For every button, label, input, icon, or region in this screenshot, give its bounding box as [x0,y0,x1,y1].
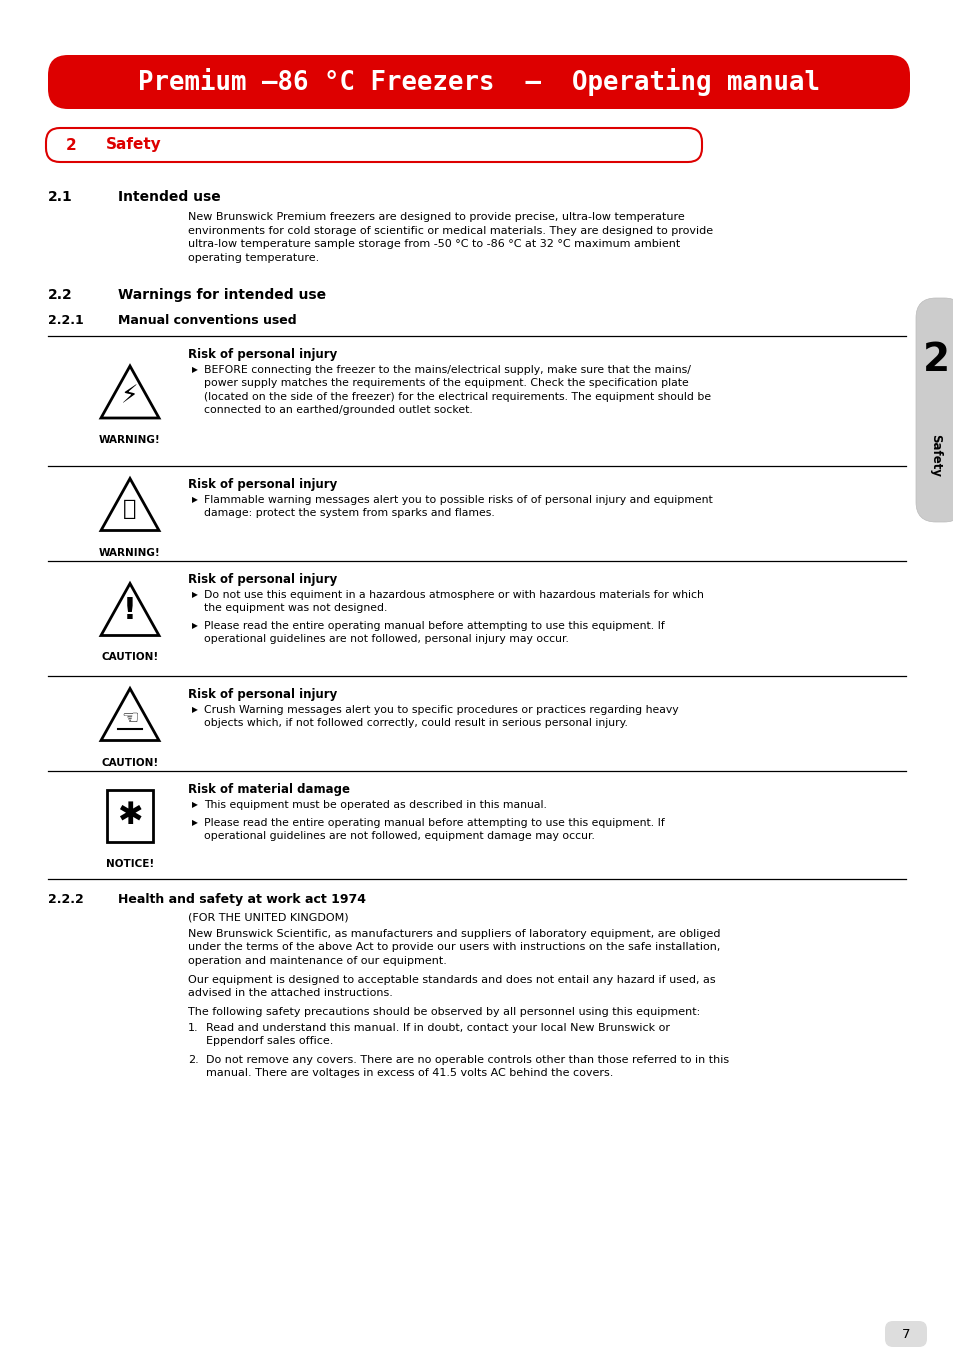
Text: WARNING!: WARNING! [99,435,161,446]
Text: (FOR THE UNITED KINGDOM): (FOR THE UNITED KINGDOM) [188,913,348,923]
Text: ▶: ▶ [192,818,197,826]
Bar [107,790,152,842]
Text: Health and safety at work act 1974: Health and safety at work act 1974 [118,892,366,906]
Text: Risk of personal injury: Risk of personal injury [188,478,337,491]
Text: 2: 2 [922,342,948,379]
Text: ✱: ✱ [117,802,143,830]
Text: !: ! [123,597,137,625]
Text: ▶: ▶ [192,705,197,714]
Text: The following safety precautions should be observed by all personnel using this : The following safety precautions should … [188,1007,700,1017]
Text: 2.2.2: 2.2.2 [48,892,84,906]
Text: 7: 7 [901,1327,909,1341]
Text: Intended use: Intended use [118,190,220,204]
Text: New Brunswick Scientific, as manufacturers and suppliers of laboratory equipment: New Brunswick Scientific, as manufacture… [188,929,720,965]
Text: ▶: ▶ [192,495,197,504]
Text: Premium ‒86 °C Freezers  —  Operating manual: Premium ‒86 °C Freezers — Operating manu… [138,68,820,96]
Text: Safety: Safety [106,138,162,153]
FancyBboxPatch shape [884,1322,926,1347]
Text: WARNING!: WARNING! [99,548,161,558]
Text: Do not remove any covers. There are no operable controls other than those referr: Do not remove any covers. There are no o… [206,1054,728,1077]
Text: Manual conventions used: Manual conventions used [118,315,296,327]
Text: BEFORE connecting the freezer to the mains/electrical supply, make sure that the: BEFORE connecting the freezer to the mai… [204,364,710,414]
Text: Risk of personal injury: Risk of personal injury [188,348,337,360]
FancyBboxPatch shape [46,128,701,162]
Text: Risk of personal injury: Risk of personal injury [188,688,337,701]
Text: ▶: ▶ [192,590,197,599]
Text: ⚡: ⚡ [121,385,138,408]
Text: Safety: Safety [928,433,942,477]
Text: Risk of personal injury: Risk of personal injury [188,572,337,586]
Text: ☜: ☜ [121,709,138,728]
Text: CAUTION!: CAUTION! [101,652,158,663]
Text: 1.: 1. [188,1023,198,1033]
Text: CAUTION!: CAUTION! [101,757,158,768]
Text: 🔥: 🔥 [123,498,136,518]
Text: ▶: ▶ [192,364,197,374]
Text: ▶: ▶ [192,801,197,809]
Text: Do not use this equiment in a hazardous atmosphere or with hazardous materials f: Do not use this equiment in a hazardous … [204,590,703,613]
FancyBboxPatch shape [915,298,953,522]
Text: 2: 2 [66,138,76,153]
Text: NOTICE!: NOTICE! [106,859,154,869]
Text: Read and understand this manual. If in doubt, contact your local New Brunswick o: Read and understand this manual. If in d… [206,1023,669,1046]
Text: ▶: ▶ [192,621,197,629]
Text: 2.: 2. [188,1054,198,1065]
Text: 2.2.1: 2.2.1 [48,315,84,327]
Text: Please read the entire operating manual before attempting to use this equipment.: Please read the entire operating manual … [204,621,664,644]
Text: Risk of material damage: Risk of material damage [188,783,350,796]
Text: Our equipment is designed to acceptable standards and does not entail any hazard: Our equipment is designed to acceptable … [188,975,715,999]
Text: 2.1: 2.1 [48,190,72,204]
Text: This equipment must be operated as described in this manual.: This equipment must be operated as descr… [204,801,546,810]
FancyBboxPatch shape [48,55,909,109]
Text: 2.2: 2.2 [48,288,72,302]
Text: Flammable warning messages alert you to possible risks of of personal injury and: Flammable warning messages alert you to … [204,495,712,518]
Text: Warnings for intended use: Warnings for intended use [118,288,326,302]
Text: Crush Warning messages alert you to specific procedures or practices regarding h: Crush Warning messages alert you to spec… [204,705,678,729]
Text: Please read the entire operating manual before attempting to use this equipment.: Please read the entire operating manual … [204,818,664,841]
Text: New Brunswick Premium freezers are designed to provide precise, ultra-low temper: New Brunswick Premium freezers are desig… [188,212,713,263]
